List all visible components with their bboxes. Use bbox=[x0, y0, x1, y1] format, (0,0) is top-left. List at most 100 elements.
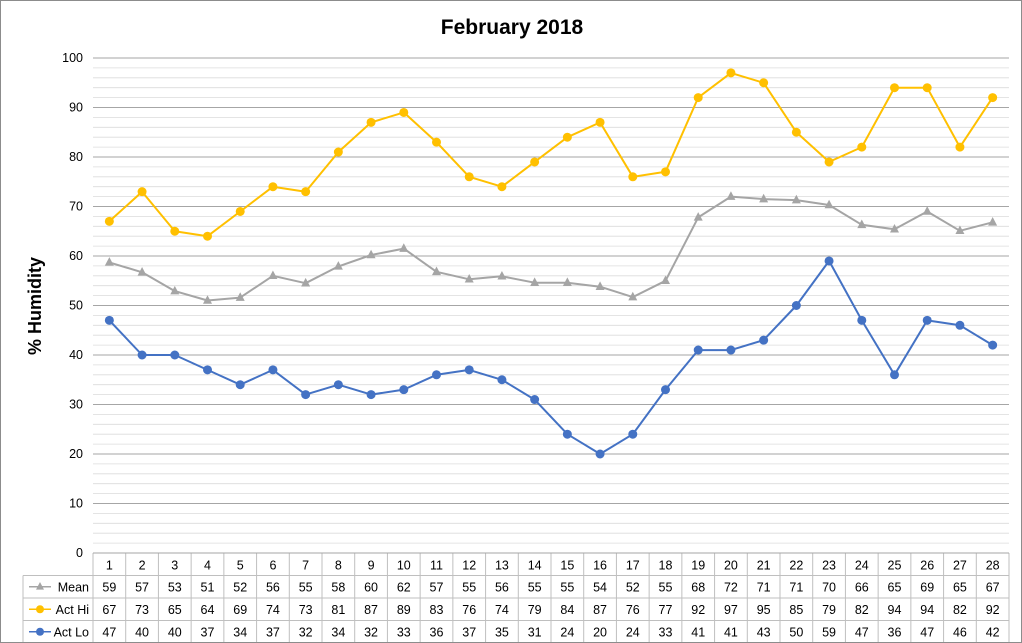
data-point-mean bbox=[530, 277, 540, 286]
data-point-act-hi bbox=[366, 117, 376, 127]
data-point-mean bbox=[693, 212, 703, 221]
table-cell-value: 65 bbox=[888, 580, 902, 594]
table-cell-value: 57 bbox=[135, 580, 149, 594]
table-cell-value: 52 bbox=[233, 580, 247, 594]
y-tick-label: 0 bbox=[76, 546, 83, 560]
data-point-act-hi bbox=[497, 182, 507, 192]
data-point-mean bbox=[955, 225, 965, 235]
data-point-act-lo bbox=[203, 365, 212, 375]
table-cell-value: 66 bbox=[855, 580, 869, 594]
data-point-act-hi bbox=[464, 172, 474, 182]
x-category-label: 6 bbox=[269, 558, 276, 572]
legend-marker bbox=[36, 582, 44, 590]
data-point-mean bbox=[366, 249, 376, 259]
series-act-hi bbox=[104, 68, 998, 241]
data-point-act-hi bbox=[661, 167, 670, 177]
data-point-act-lo bbox=[791, 301, 801, 310]
y-tick-label: 70 bbox=[69, 200, 83, 214]
table-cell-value: 89 bbox=[397, 603, 411, 617]
table-cell-value: 57 bbox=[430, 580, 444, 594]
table-cell-value: 67 bbox=[102, 603, 116, 617]
data-point-act-hi bbox=[399, 107, 409, 117]
data-point-act-hi bbox=[922, 83, 932, 93]
data-point-act-lo bbox=[235, 380, 245, 390]
data-point-mean bbox=[791, 194, 801, 204]
data-point-act-lo bbox=[955, 320, 965, 330]
table-cell-value: 77 bbox=[659, 603, 673, 617]
table-cell-value: 47 bbox=[855, 625, 869, 639]
table-cell-value: 83 bbox=[430, 603, 444, 617]
data-point-mean bbox=[104, 257, 114, 266]
table-cell-value: 42 bbox=[986, 625, 1000, 639]
table-cell-value: 72 bbox=[724, 580, 738, 594]
x-category-label: 27 bbox=[953, 558, 967, 572]
table-cell-value: 47 bbox=[920, 625, 934, 639]
data-point-act-lo bbox=[137, 350, 147, 360]
data-point-mean bbox=[759, 193, 769, 203]
table-cell-value: 94 bbox=[888, 603, 902, 617]
table-cell-value: 32 bbox=[299, 625, 313, 639]
table-cell-value: 64 bbox=[201, 603, 215, 617]
data-point-act-lo bbox=[922, 315, 932, 325]
table-cell-value: 37 bbox=[462, 625, 476, 639]
table-cell-value: 71 bbox=[789, 580, 803, 594]
table-cell-value: 46 bbox=[953, 625, 967, 639]
table-cell-value: 37 bbox=[201, 625, 215, 639]
data-point-act-hi bbox=[562, 132, 572, 142]
table-cell-value: 55 bbox=[462, 580, 476, 594]
x-category-label: 8 bbox=[335, 558, 342, 572]
y-tick-label: 90 bbox=[69, 101, 83, 115]
table-cell-value: 84 bbox=[560, 603, 574, 617]
x-category-label: 4 bbox=[204, 558, 211, 572]
x-category-label: 11 bbox=[430, 558, 443, 572]
series-line-mean bbox=[109, 195, 993, 302]
data-point-mean bbox=[595, 281, 605, 290]
table-cell-value: 74 bbox=[495, 603, 509, 617]
y-tick-label: 20 bbox=[69, 447, 83, 461]
table-cell-value: 92 bbox=[691, 603, 705, 617]
table-cell-value: 35 bbox=[495, 625, 509, 639]
x-category-label: 7 bbox=[302, 558, 309, 572]
data-point-act-lo bbox=[824, 256, 834, 266]
table-cell-value: 82 bbox=[953, 603, 967, 617]
table-cell-value: 97 bbox=[724, 603, 738, 617]
data-point-mean bbox=[432, 266, 441, 276]
table-cell-value: 79 bbox=[822, 603, 836, 617]
table-cell-value: 40 bbox=[168, 625, 182, 639]
data-point-mean bbox=[661, 275, 670, 284]
table-cell-value: 54 bbox=[593, 580, 607, 594]
data-point-act-hi bbox=[104, 216, 114, 226]
data-point-mean bbox=[170, 285, 180, 295]
data-point-act-hi bbox=[333, 147, 343, 157]
y-tick-label: 50 bbox=[69, 299, 83, 313]
table-cell-value: 82 bbox=[855, 603, 869, 617]
data-point-mean bbox=[890, 223, 899, 233]
x-category-label: 19 bbox=[691, 558, 705, 572]
legend-key-mean bbox=[29, 582, 51, 590]
table-cell-value: 53 bbox=[168, 580, 182, 594]
table-cell-value: 24 bbox=[560, 625, 574, 639]
legend-key-act-lo bbox=[29, 627, 51, 636]
legend-marker bbox=[36, 627, 44, 636]
table-cell-value: 87 bbox=[593, 603, 607, 617]
x-category-label: 21 bbox=[757, 558, 771, 572]
data-point-act-lo bbox=[366, 390, 376, 400]
data-table: 1 2 3 4 5 6 7 8 9 10 11 12 13 14 15 16 17 18 19 20 21 22 23 24 2… bbox=[22, 552, 1010, 642]
y-tick-label: 10 bbox=[69, 497, 83, 511]
table-cell-value: 52 bbox=[626, 580, 640, 594]
data-point-mean bbox=[301, 277, 311, 287]
table-cell-value: 65 bbox=[953, 580, 967, 594]
table-cell-value: 32 bbox=[364, 625, 378, 639]
data-point-mean bbox=[464, 273, 474, 283]
data-point-act-hi bbox=[824, 157, 834, 167]
table-cell-value: 34 bbox=[233, 625, 247, 639]
table-cell-value: 51 bbox=[201, 580, 215, 594]
data-point-act-hi bbox=[759, 78, 769, 88]
table-cell-value: 92 bbox=[986, 603, 1000, 617]
legend-label: Act Hi bbox=[56, 603, 89, 617]
table-cell-value: 43 bbox=[757, 625, 771, 639]
data-point-act-lo bbox=[726, 345, 736, 355]
series-lines bbox=[104, 68, 998, 459]
data-point-act-hi bbox=[203, 231, 212, 241]
series-line-act-hi bbox=[108, 71, 994, 238]
